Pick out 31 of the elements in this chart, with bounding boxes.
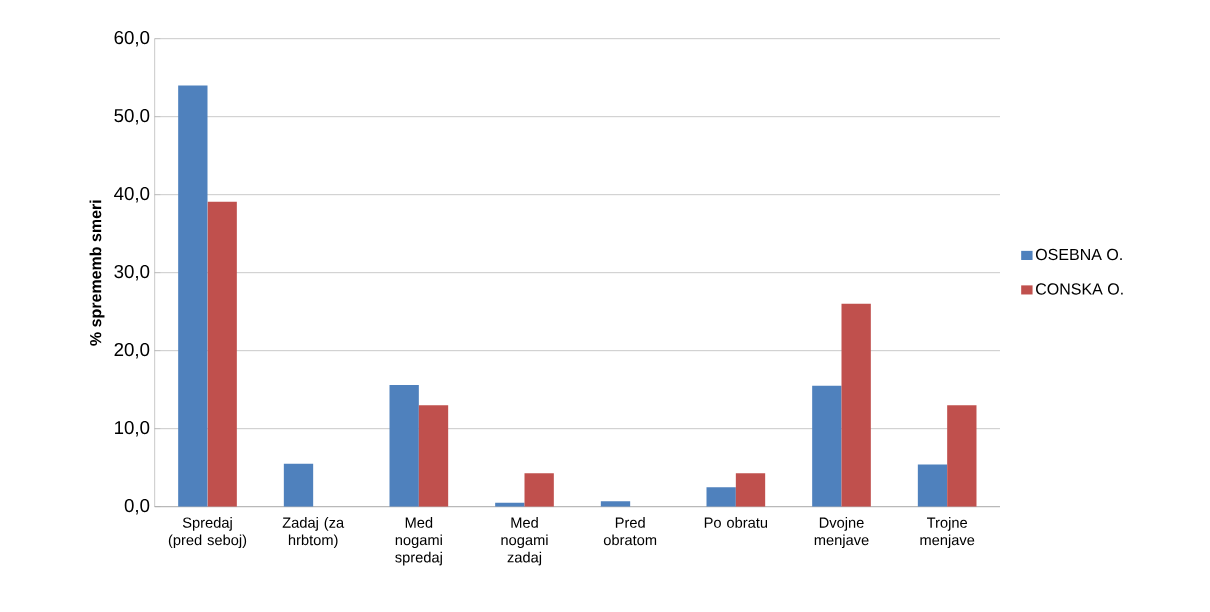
y-tick-label: 0,0 — [124, 498, 150, 515]
y-tick-label: 60,0 — [114, 30, 150, 47]
bar — [841, 303, 871, 507]
bar — [207, 201, 237, 507]
bar — [947, 405, 977, 507]
bar — [706, 487, 736, 507]
legend-label: OSEBNA O. — [1035, 248, 1122, 261]
y-axis-title: % sprememb smeri — [89, 200, 105, 346]
bar — [812, 385, 842, 507]
bar — [917, 464, 948, 507]
x-tick-label: Dvojne menjave — [814, 517, 869, 549]
bar — [178, 85, 208, 507]
y-tick-label: 40,0 — [114, 186, 150, 203]
x-tick-label: Zadaj (za hrbtom) — [282, 517, 345, 549]
x-tick-label: Spredaj (pred seboj) — [168, 517, 247, 549]
x-tick-label: Med nogami spredaj — [395, 517, 442, 566]
y-tick-label: 30,0 — [114, 264, 150, 281]
bar — [600, 501, 631, 507]
bar — [418, 405, 449, 507]
bar — [283, 463, 314, 507]
bar — [735, 473, 766, 507]
x-tick-label: Trojne menjave — [920, 517, 975, 549]
bar — [389, 384, 419, 507]
x-tick-label: Pred obratom — [603, 517, 657, 546]
y-tick-label: 20,0 — [114, 342, 150, 359]
y-tick-label: 10,0 — [115, 420, 150, 437]
legend-label: CONSKA O. — [1036, 283, 1123, 295]
y-tick-label: 50,0 — [114, 108, 150, 125]
x-tick-label: Po obratu — [704, 517, 768, 528]
bar — [524, 473, 554, 507]
x-tick-label: Med nogami zadaj — [501, 517, 548, 566]
